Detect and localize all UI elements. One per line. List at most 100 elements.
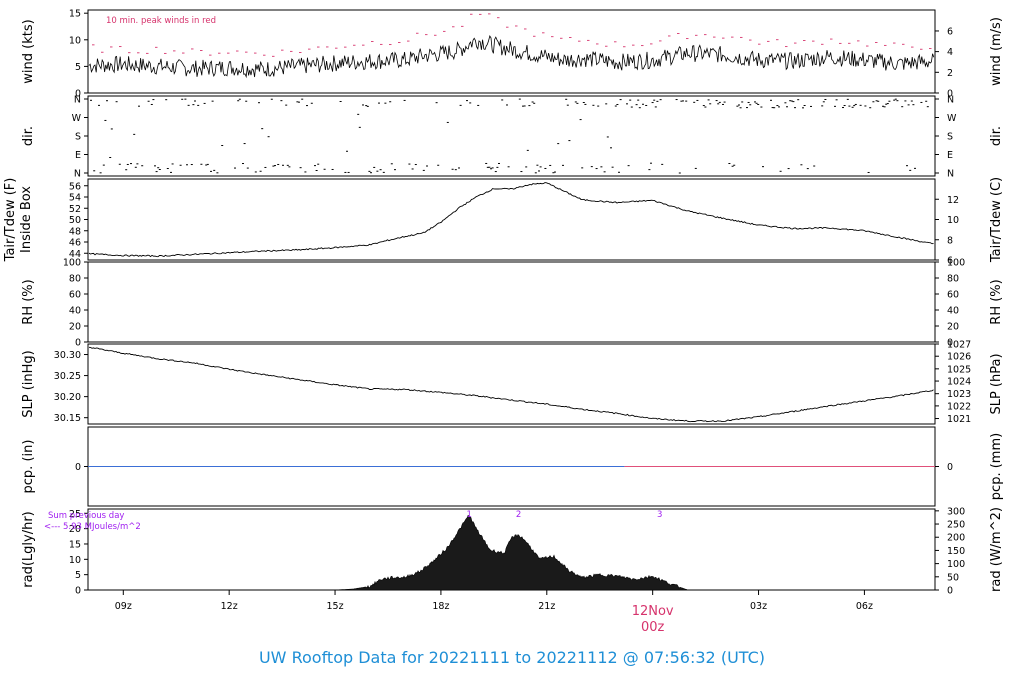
wind-ylabel: wind (kts): [21, 19, 36, 83]
rad-ytick-label: 15: [69, 539, 81, 550]
rad-ylabel-right: rad (W/m^2): [989, 507, 1004, 592]
wind-ylabel-right: wind (m/s): [989, 17, 1004, 86]
wind-speed-line: [88, 35, 935, 79]
slp-ylabel-right: SLP (hPa): [989, 353, 1004, 414]
temp-ytick-label: 54: [69, 193, 81, 204]
rh-ytick-label: 40: [69, 306, 81, 317]
temp-panel-frame: [87, 178, 936, 261]
x-tick-label: 06z: [856, 601, 873, 612]
rad-ytick-label: 10: [69, 555, 81, 566]
pcp-ylabel: pcp. (in): [21, 440, 36, 494]
rad-ytick-label: 25: [69, 509, 81, 520]
dir-ytick-label: N: [74, 169, 81, 180]
slp-ytick-label: 30.25: [54, 371, 81, 382]
temp-ylabel: Tair/Tdew (F): [3, 178, 18, 263]
rh-ytick-label: 60: [69, 290, 81, 301]
rh-ytick-label: 100: [63, 258, 81, 269]
rad-sum-value: <--- 5.93 MJoules/m^2: [44, 522, 141, 532]
slp-ytick-label-right: 1023: [947, 389, 971, 400]
dir-ytick-label-right: W: [947, 113, 957, 124]
rh-ytick-label-right: 20: [947, 322, 959, 333]
dir-ylabel: dir.: [21, 126, 36, 146]
wind-ytick-label-right: 4: [947, 47, 953, 58]
x-date-hour-label: 00z: [641, 620, 665, 635]
temp-ytick-label: 50: [69, 215, 81, 226]
rh-panel-frame: [87, 261, 936, 343]
rad-ytick-label-right: 50: [947, 572, 959, 583]
rh-ytick-label-right: 0: [947, 338, 953, 349]
wind-ytick-label-right: 6: [947, 26, 953, 37]
pcp-ytick-label-right: 0: [947, 462, 953, 473]
dir-ytick-label-right: N: [947, 169, 954, 180]
slp-panel-frame: [87, 343, 936, 425]
slp-ytick-label-right: 1021: [947, 414, 971, 425]
x-tick-label: 09z: [115, 601, 132, 612]
rh-ylabel-right: RH (%): [989, 279, 1004, 324]
dir-ytick-label: E: [75, 150, 81, 161]
dir-ytick-label: S: [75, 132, 81, 143]
rad-marker-label: 2: [516, 510, 521, 520]
slp-ytick-label: 30.20: [54, 392, 81, 403]
temp-ytick-label: 46: [69, 238, 81, 249]
slp-ytick-label-right: 1022: [947, 401, 971, 412]
x-tick-label: 15z: [327, 601, 344, 612]
rad-ytick-label-right: 200: [947, 533, 965, 544]
x-tick-label: 12z: [221, 601, 238, 612]
wind-peak-annotation: 10 min. peak winds in red: [106, 16, 216, 26]
temp-ytick-label: 48: [69, 226, 81, 237]
rh-ytick-label-right: 100: [947, 258, 965, 269]
dir-ytick-label-right: E: [947, 150, 953, 161]
wind-ytick-label-right: 0: [947, 89, 953, 100]
rad-ytick-label-right: 100: [947, 559, 965, 570]
dir-panel-frame: [87, 95, 936, 177]
rad-ytick-label-right: 250: [947, 520, 965, 531]
dir-ytick-label-right: N: [947, 95, 954, 106]
chart-footer-title: UW Rooftop Data for 20221111 to 20221112…: [258, 648, 766, 667]
dir-ytick-label-right: S: [947, 132, 953, 143]
rh-ylabel: RH (%): [21, 279, 36, 324]
wind-ytick-label: 10: [69, 35, 81, 46]
rad-sum-label: Sum previous day: [48, 511, 124, 521]
pcp-ylabel-right: pcp. (mm): [989, 433, 1004, 500]
dir-ytick-label: W: [72, 113, 82, 124]
temp-ylabel-right: Tair/Tdew (C): [989, 177, 1004, 263]
wind-ytick-label: 0: [75, 89, 81, 100]
radiation-area: [334, 515, 689, 591]
slp-ytick-label-right: 1026: [947, 352, 971, 363]
rad-ytick-label: 20: [69, 524, 81, 535]
rh-ytick-label: 80: [69, 274, 81, 285]
rad-ytick-label: 5: [75, 570, 81, 581]
slp-series-line: [88, 346, 934, 423]
rad-marker-label: 3: [657, 510, 662, 520]
x-tick-label: 03z: [750, 601, 767, 612]
slp-ytick-label-right: 1024: [947, 377, 971, 388]
rh-ytick-label: 0: [75, 338, 81, 349]
x-tick-label: 18z: [432, 601, 449, 612]
rad-ytick-label: 0: [75, 586, 81, 597]
rad-ytick-label-right: 0: [947, 586, 953, 597]
dir-ylabel-right: dir.: [989, 126, 1004, 146]
rad-marker-label: 1: [466, 510, 471, 520]
slp-ytick-label-right: 1027: [947, 340, 971, 351]
rh-ytick-label-right: 80: [947, 274, 959, 285]
temp-ytick-label: 56: [69, 181, 81, 192]
temp-ytick-label-right: 12: [947, 195, 959, 206]
wind-ytick-label: 15: [69, 9, 81, 20]
temp-ytick-label-right: 10: [947, 215, 959, 226]
temp-ylabel-2: Inside Box: [19, 186, 34, 253]
temp-ytick-label: 52: [69, 204, 81, 215]
rad-ytick-label-right: 150: [947, 546, 965, 557]
rh-ytick-label: 20: [69, 322, 81, 333]
slp-ytick-label: 30.30: [54, 350, 81, 361]
slp-ytick-label-right: 1025: [947, 364, 971, 375]
temp-ytick-label: 44: [69, 249, 81, 260]
slp-ytick-label: 30.15: [54, 413, 81, 424]
slp-ylabel: SLP (inHg): [21, 350, 36, 418]
x-date-label: 12Nov: [632, 604, 674, 619]
rh-ytick-label-right: 60: [947, 290, 959, 301]
x-tick-label: 21z: [538, 601, 555, 612]
wind-ytick-label-right: 2: [947, 68, 953, 79]
temp-ytick-label-right: 6: [947, 256, 953, 267]
pcp-ytick-label: 0: [75, 462, 81, 473]
